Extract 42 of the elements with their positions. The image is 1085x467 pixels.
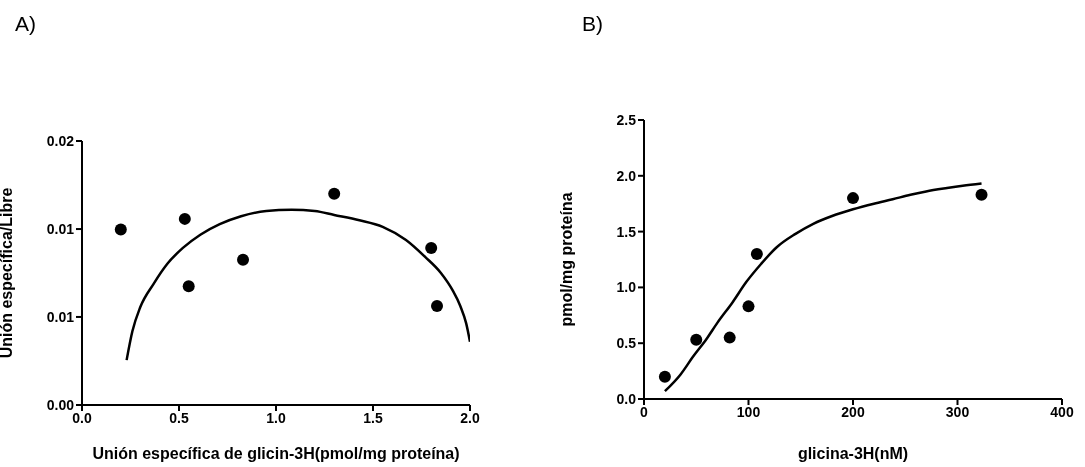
y-tick-label: 0.0 — [616, 390, 637, 407]
x-tick-label: 200 — [841, 403, 865, 420]
x-axis-title: Unión específica de glicin-3H(pmol/mg proteína) — [92, 445, 460, 462]
x-tick-label: 0.5 — [169, 409, 189, 426]
y-tick-label: 0.01 — [46, 308, 75, 325]
point — [750, 247, 763, 260]
point — [690, 333, 703, 346]
point — [723, 331, 736, 344]
x-tick-label: 0.0 — [72, 409, 92, 426]
y-axis-title: Unión específica/Libre — [0, 187, 15, 359]
line-series — [663, 182, 983, 393]
point — [114, 223, 127, 236]
y-tick-label: 0.01 — [46, 221, 75, 238]
point — [425, 241, 438, 254]
x-tick-label: 0 — [640, 403, 649, 420]
x-tick-label: 400 — [1050, 403, 1074, 420]
x-tick-label: 1.5 — [363, 409, 383, 426]
point — [182, 280, 195, 293]
y-tick-label: 2.5 — [616, 111, 637, 128]
point — [975, 188, 988, 201]
x-tick-label: 300 — [945, 403, 970, 420]
point — [658, 370, 671, 383]
x-tick-label: 1.0 — [266, 409, 286, 426]
y-tick-label: 0.00 — [46, 396, 75, 413]
x-axis-title: glicina-3H(nM) — [797, 445, 909, 462]
point — [178, 212, 191, 225]
line-series — [125, 208, 470, 362]
point — [847, 192, 859, 205]
y-tick-label: 0.5 — [616, 335, 637, 352]
x-tick-label: 2.0 — [460, 409, 480, 426]
y-tick-label: 2.0 — [616, 167, 637, 184]
y-tick-label: 1.0 — [616, 279, 637, 296]
chart-title: A) — [15, 12, 36, 36]
point — [742, 300, 755, 313]
x-tick-label: 100 — [736, 403, 761, 420]
chart-title: B) — [582, 12, 603, 36]
point — [431, 300, 444, 312]
point — [237, 253, 250, 266]
point — [328, 187, 341, 200]
y-axis-title: pmol/mg proteína — [557, 192, 575, 327]
y-tick-label: 1.5 — [616, 223, 637, 240]
y-tick-label: 0.02 — [46, 132, 75, 149]
